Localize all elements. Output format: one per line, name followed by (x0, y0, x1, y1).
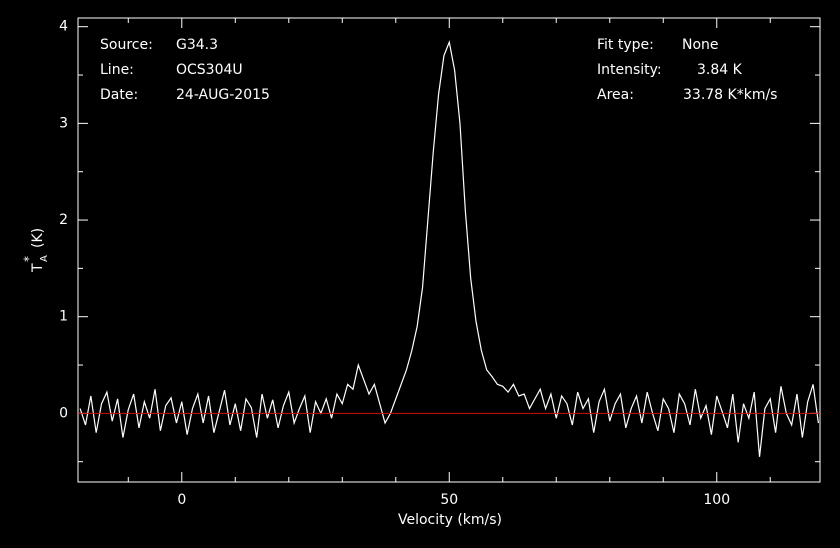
info-value: OCS304U (176, 62, 243, 78)
info-label: Area: (597, 87, 634, 103)
x-axis-label: Velocity (km/s) (398, 512, 502, 528)
y-tick-label: 2 (59, 212, 68, 228)
y-label-unit: (K) (30, 228, 46, 248)
x-tick-label: 50 (440, 492, 458, 508)
x-tick-label: 100 (703, 492, 730, 508)
info-label: Fit type: (597, 37, 654, 53)
info-value: 3.84 K (697, 62, 743, 78)
info-value: G34.3 (176, 37, 218, 53)
y-label-sub: A (39, 255, 50, 262)
info-label: Line: (100, 62, 134, 78)
info-value: 33.78 K*km/s (683, 87, 777, 103)
y-label-sup: * (22, 256, 36, 262)
spectrum-line (79, 40, 819, 457)
y-axis-label: T A * (K) (22, 228, 51, 273)
info-value: None (682, 37, 719, 53)
info-label: Intensity: (597, 62, 662, 78)
info-value: 24-AUG-2015 (176, 87, 270, 103)
info-label: Source: (100, 37, 153, 53)
y-tick-label: 4 (59, 19, 68, 35)
y-label-main: T (30, 263, 46, 273)
y-tick-label: 1 (59, 309, 68, 325)
y-tick-label: 0 (59, 405, 68, 421)
x-tick-label: 0 (177, 492, 186, 508)
info-label: Date: (100, 87, 138, 103)
y-tick-label: 3 (59, 115, 68, 131)
